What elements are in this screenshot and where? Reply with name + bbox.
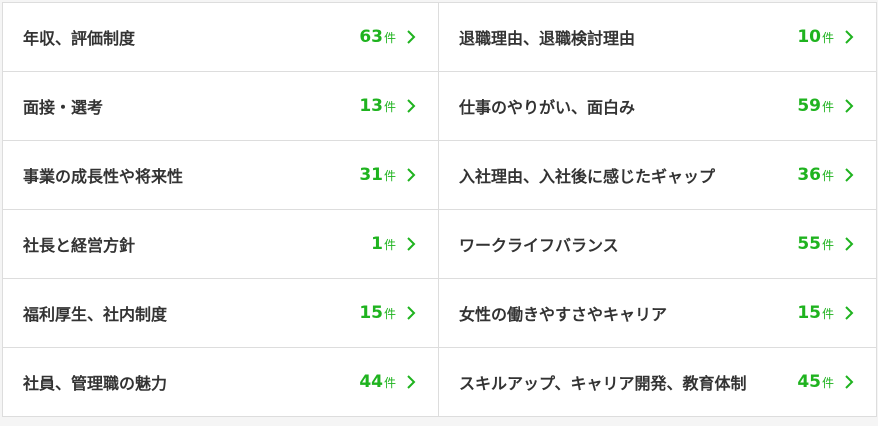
- count-unit: 件: [383, 168, 396, 183]
- category-item[interactable]: 福利厚生、社内制度 15 件: [3, 279, 439, 348]
- review-count: 15: [359, 303, 383, 323]
- category-item[interactable]: 面接・選考 13 件: [3, 72, 439, 141]
- chevron-right-icon: [845, 375, 854, 389]
- chevron-right-icon: [845, 99, 854, 113]
- review-count: 36: [797, 165, 821, 185]
- review-count: 13: [359, 96, 383, 116]
- category-item[interactable]: ワークライフバランス 55 件: [439, 210, 877, 279]
- chevron-right-icon: [407, 375, 416, 389]
- category-label: 女性の働きやすさやキャリア: [459, 305, 668, 324]
- category-item[interactable]: 女性の働きやすさやキャリア 15 件: [439, 279, 877, 348]
- count-unit: 件: [821, 168, 834, 183]
- chevron-right-icon: [845, 237, 854, 251]
- chevron-right-icon: [407, 306, 416, 320]
- category-label: スキルアップ、キャリア開発、教育体制: [459, 374, 747, 393]
- review-count: 1: [371, 234, 383, 254]
- category-label: 年収、評価制度: [23, 29, 136, 48]
- chevron-right-icon: [407, 30, 416, 44]
- category-label: 福利厚生、社内制度: [23, 305, 168, 324]
- count-unit: 件: [383, 237, 396, 252]
- review-count: 10: [797, 27, 821, 47]
- category-label: 入社理由、入社後に感じたギャップ: [459, 167, 716, 186]
- category-label: 事業の成長性や将来性: [23, 167, 184, 186]
- category-item[interactable]: 入社理由、入社後に感じたギャップ 36 件: [439, 141, 877, 210]
- review-count: 59: [797, 96, 821, 116]
- count-unit: 件: [821, 306, 834, 321]
- review-count: 45: [797, 372, 821, 392]
- review-count: 15: [797, 303, 821, 323]
- chevron-right-icon: [407, 99, 416, 113]
- chevron-right-icon: [407, 237, 416, 251]
- category-label: ワークライフバランス: [459, 236, 619, 255]
- chevron-right-icon: [407, 168, 416, 182]
- category-list: 年収、評価制度 63 件 退職理由、退職検討理由 10 件 面接・選考 13 件…: [2, 2, 877, 417]
- count-unit: 件: [383, 30, 396, 45]
- category-item[interactable]: 社長と経営方針 1 件: [3, 210, 439, 279]
- category-label: 退職理由、退職検討理由: [459, 29, 636, 48]
- count-unit: 件: [821, 99, 834, 114]
- category-label: 仕事のやりがい、面白み: [459, 98, 636, 117]
- review-count: 55: [797, 234, 821, 254]
- chevron-right-icon: [845, 306, 854, 320]
- count-unit: 件: [383, 306, 396, 321]
- category-item[interactable]: 退職理由、退職検討理由 10 件: [439, 3, 877, 72]
- category-label: 面接・選考: [23, 98, 104, 117]
- review-count: 31: [359, 165, 383, 185]
- count-unit: 件: [383, 375, 396, 390]
- chevron-right-icon: [845, 30, 854, 44]
- category-item[interactable]: 社員、管理職の魅力 44 件: [3, 348, 439, 417]
- category-item[interactable]: 年収、評価制度 63 件: [3, 3, 439, 72]
- category-item[interactable]: 仕事のやりがい、面白み 59 件: [439, 72, 877, 141]
- category-item[interactable]: 事業の成長性や将来性 31 件: [3, 141, 439, 210]
- review-count: 63: [359, 27, 383, 47]
- count-unit: 件: [821, 237, 834, 252]
- category-item[interactable]: スキルアップ、キャリア開発、教育体制 45 件: [439, 348, 877, 417]
- category-label: 社員、管理職の魅力: [23, 374, 168, 393]
- chevron-right-icon: [845, 168, 854, 182]
- category-label: 社長と経営方針: [23, 236, 136, 255]
- count-unit: 件: [821, 375, 834, 390]
- count-unit: 件: [383, 99, 396, 114]
- count-unit: 件: [821, 30, 834, 45]
- review-count: 44: [359, 372, 383, 392]
